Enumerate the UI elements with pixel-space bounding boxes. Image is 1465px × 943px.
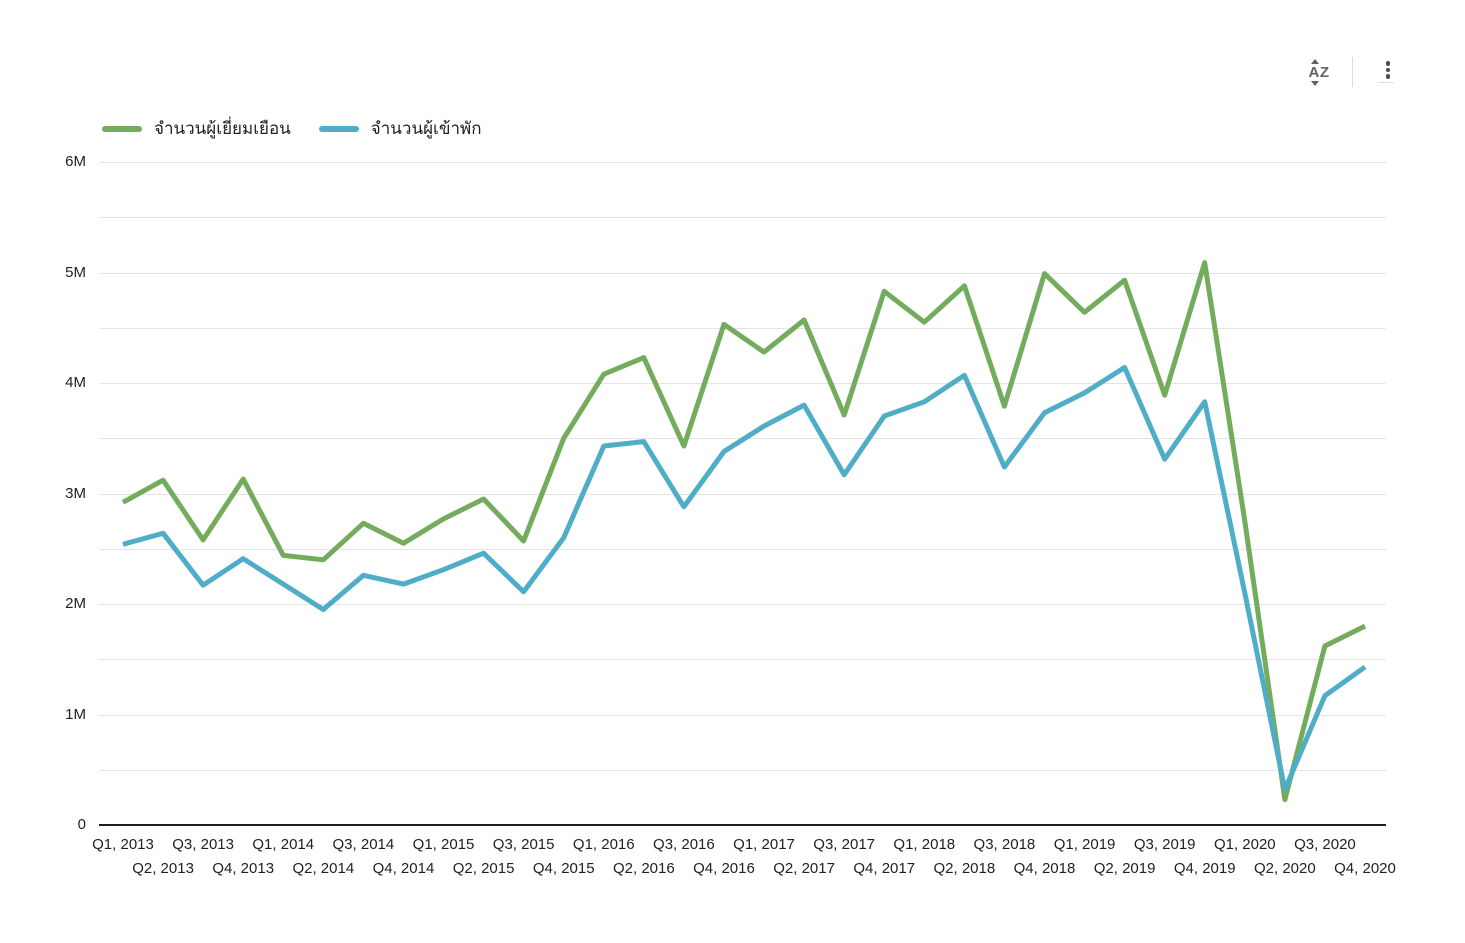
x-tick-label: Q2, 2017 [773,860,835,877]
y-tick-label: 6M [65,153,86,170]
x-tick-label: Q2, 2016 [612,860,675,877]
legend-swatch-visitors [102,126,142,132]
x-tick-label: Q3, 2016 [653,836,715,853]
x-tick-label: Q1, 2013 [92,836,154,853]
x-tick-label: Q4, 2013 [212,860,275,877]
x-tick-label: Q2, 2013 [132,860,194,877]
gridline [99,162,1386,163]
series-line-visitors[interactable] [121,260,1367,803]
legend-item-visitors[interactable]: จำนวนผู้เยี่ยมเยือน [102,114,291,144]
kebab-dot [1385,74,1391,79]
kebab-underline [1378,82,1394,83]
x-tick-label: Q3, 2020 [1294,836,1356,853]
legend-item-guests[interactable]: จำนวนผู้เข้าพัก [318,114,482,144]
sort-az-icon[interactable]: AZ [1300,53,1338,91]
y-tick-label: 5M [65,263,86,281]
x-tick-label: Q3, 2014 [332,836,395,853]
kebab-dot [1385,67,1391,73]
x-tick-label: Q1, 2018 [893,836,956,853]
x-tick-label: Q1, 2016 [572,836,635,853]
y-tick-label: 1M [65,705,86,723]
y-tick-label: 4M [65,374,86,391]
x-tick-label: Q1, 2017 [733,836,795,853]
x-tick-label: Q4, 2015 [532,860,595,877]
x-axis-line [99,824,1386,826]
x-tick-label: Q3, 2013 [172,836,234,853]
x-tick-label: Q2, 2015 [452,860,515,877]
legend-swatch-guests [318,126,359,132]
legend: จำนวนผู้เยี่ยมเยือน จำนวนผู้เข้าพัก [102,114,510,144]
gridline [99,604,1386,605]
x-tick-label: Q4, 2017 [853,860,916,877]
x-tick-label: Q3, 2019 [1133,836,1196,853]
gridline [99,272,1386,274]
sort-caret-up-icon [1310,58,1319,64]
x-tick-label: Q4, 2018 [1013,860,1076,877]
gridline [99,659,1386,661]
y-tick-label: 3M [65,484,86,502]
gridline [99,714,1386,716]
x-tick-label: Q4, 2019 [1173,860,1236,877]
x-tick-label: Q2, 2020 [1254,860,1316,877]
more-options-icon[interactable] [1377,55,1399,85]
y-tick-label: 2M [65,595,86,612]
gridline [99,383,1386,384]
x-tick-label: Q3, 2017 [813,836,876,853]
x-tick-label: Q4, 2014 [372,860,435,877]
toolbar-divider [1352,57,1353,87]
legend-label-visitors: จำนวนผู้เยี่ยมเยือน [154,119,291,138]
gridline [99,217,1386,219]
x-tick-label: Q3, 2018 [973,836,1036,853]
x-tick-label: Q4, 2020 [1334,860,1396,877]
x-tick-label: Q3, 2015 [492,836,555,853]
gridline [99,548,1386,550]
x-tick-label: Q1, 2014 [252,836,315,853]
gridline [99,769,1386,771]
x-tick-label: Q4, 2016 [693,860,755,877]
legend-label-guests: จำนวนผู้เข้าพัก [370,119,482,138]
gridline [99,327,1386,329]
x-tick-label: Q1, 2015 [412,836,475,853]
gridline [99,493,1386,495]
series-line-guests[interactable] [122,365,1367,793]
sort-caret-down-icon [1310,80,1319,86]
x-tick-label: Q2, 2018 [933,860,996,877]
x-tick-label: Q1, 2020 [1213,836,1276,853]
x-tick-label: Q2, 2014 [292,860,355,877]
sort-az-label: AZ [1308,63,1330,81]
kebab-dot [1385,61,1391,66]
x-tick-label: Q1, 2019 [1053,836,1116,853]
x-tick-label: Q2, 2019 [1093,860,1156,877]
y-tick-label: 0 [77,816,86,833]
